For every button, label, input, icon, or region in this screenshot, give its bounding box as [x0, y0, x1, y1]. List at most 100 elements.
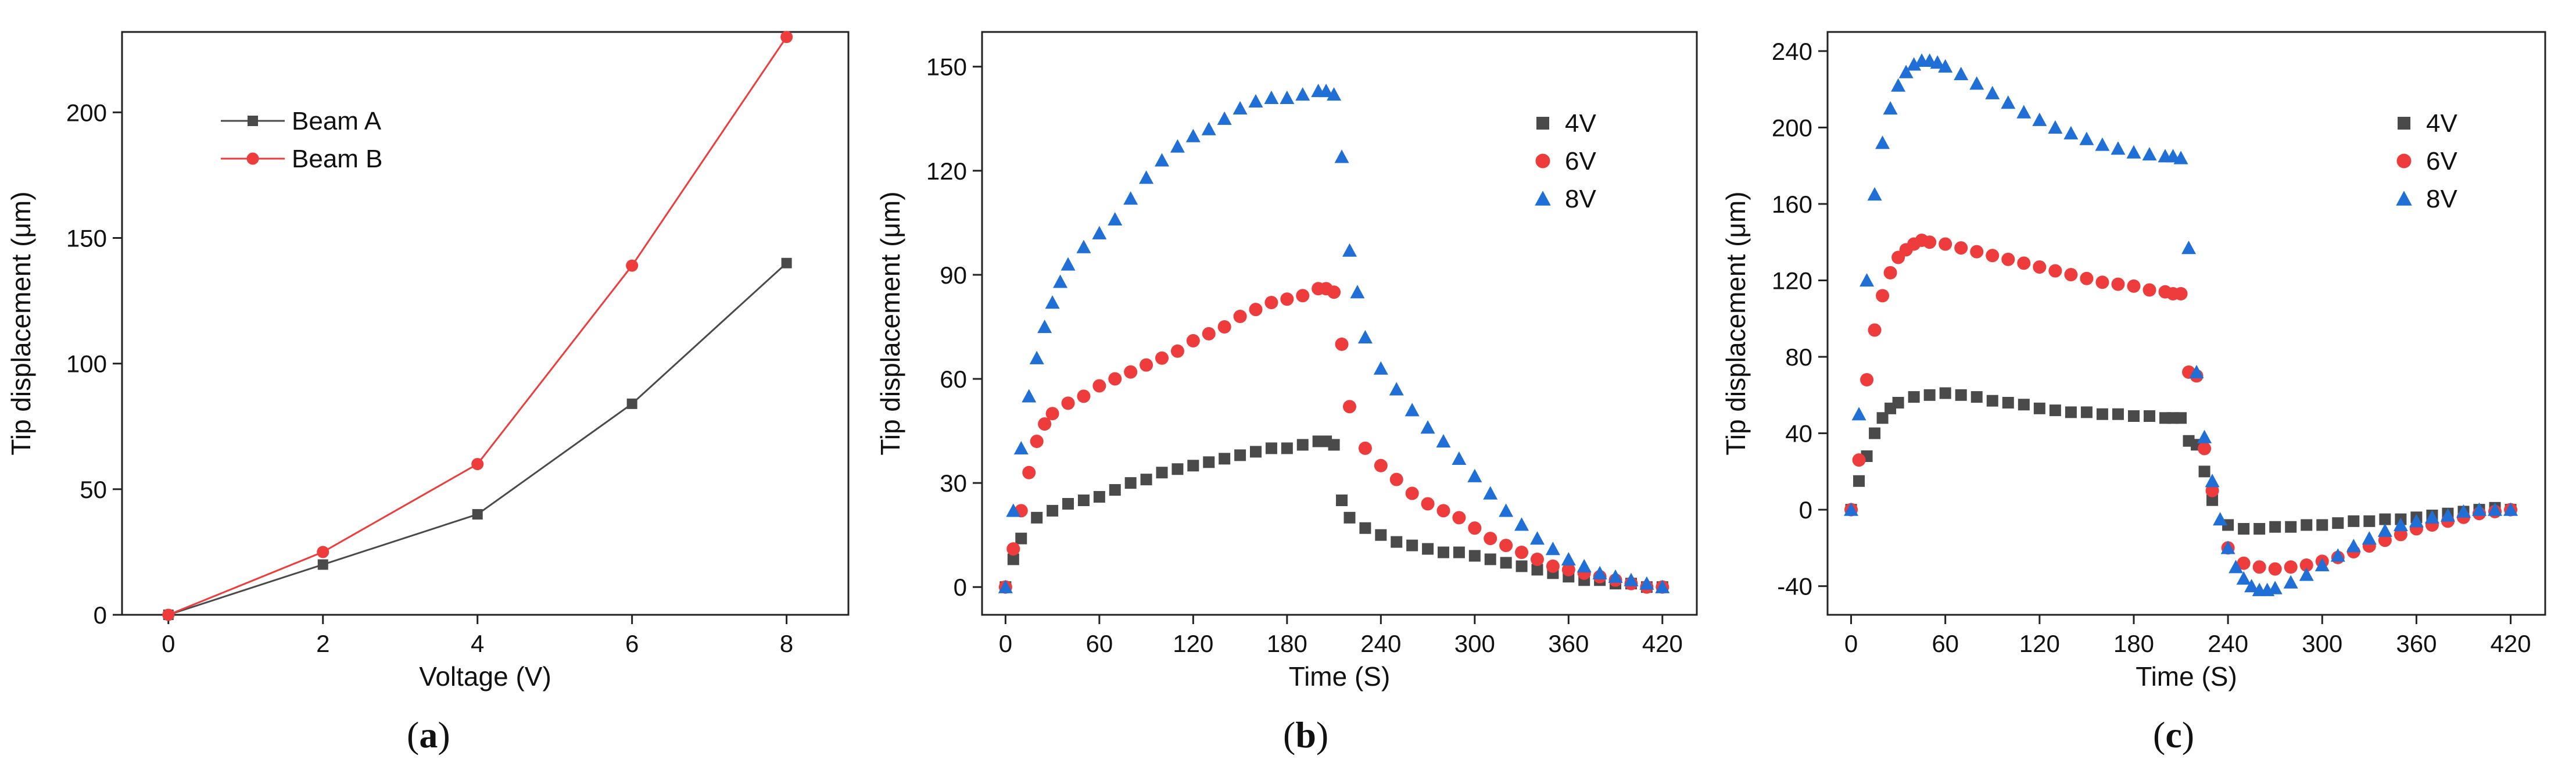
- data-point: [1467, 468, 1482, 482]
- data-point: [1954, 66, 1969, 80]
- y-axis-label: Tip displacement (μm): [1721, 191, 1751, 455]
- legend-marker: [248, 116, 258, 126]
- data-point: [1655, 579, 1670, 593]
- data-point: [1436, 434, 1451, 448]
- data-point: [2284, 560, 2298, 574]
- data-point: [2229, 560, 2244, 574]
- data-point: [2299, 558, 2313, 572]
- data-point: [1092, 379, 1106, 393]
- data-point: [1876, 412, 1889, 424]
- data-point: [1853, 475, 1865, 487]
- data-point: [1201, 121, 1216, 135]
- data-point: [1452, 511, 1466, 525]
- data-point: [1453, 546, 1465, 558]
- data-point: [2213, 512, 2228, 526]
- data-point: [1061, 257, 1076, 271]
- data-point: [2301, 519, 2313, 531]
- data-point: [1037, 319, 1052, 334]
- legend-marker: [1536, 117, 1549, 130]
- data-point: [1342, 400, 1356, 414]
- data-point: [1869, 427, 1881, 439]
- chart-panel-b: 0 60 120 180 240 300 360 420 0 30 60 90 120 150 Time (…: [875, 31, 1698, 692]
- data-point: [2001, 252, 2015, 266]
- y-tick-label: 240: [1772, 38, 1812, 65]
- data-point: [1343, 511, 1356, 524]
- data-point: [2315, 557, 2330, 572]
- panel-label-c: (c): [2153, 714, 2195, 755]
- data-point: [1015, 532, 1027, 544]
- data-point: [1484, 553, 1496, 565]
- data-point: [2018, 399, 2030, 411]
- data-point: [1233, 310, 1247, 324]
- y-tick-label: 0: [94, 601, 107, 629]
- y-tick-label: 30: [940, 470, 967, 497]
- y-tick-label: 120: [926, 157, 967, 185]
- data-point: [1327, 87, 1342, 101]
- data-point: [2456, 504, 2471, 518]
- data-point: [1468, 550, 1481, 562]
- data-point: [1852, 453, 1866, 467]
- y-tick-label: 150: [66, 225, 107, 252]
- data-point: [1985, 85, 2000, 99]
- x-axis-label: Time (S): [2136, 661, 2237, 692]
- data-point: [1860, 373, 1874, 387]
- data-point: [1883, 266, 1897, 280]
- data-point: [162, 608, 175, 621]
- data-point: [2206, 494, 2219, 506]
- series-beam-a: [163, 257, 792, 620]
- data-point: [1092, 225, 1107, 239]
- x-tick-label: 360: [1548, 630, 1589, 657]
- data-point: [1436, 504, 1450, 518]
- data-point: [1860, 273, 1875, 287]
- chart-panel-a: 0 2 4 6 8 0 50 100 150 200 Voltage (V) Tip displace…: [6, 31, 850, 692]
- data-point: [1405, 403, 1420, 417]
- data-point: [2285, 521, 2297, 533]
- data-point: [1335, 337, 1349, 351]
- data-point: [1515, 560, 1528, 572]
- data-point: [1328, 439, 1340, 451]
- data-point: [2048, 264, 2062, 278]
- series-8v: [1844, 53, 2518, 596]
- series-beam-b: [162, 31, 793, 621]
- data-point: [1577, 558, 1592, 573]
- x-axis-label: Time (S): [1289, 661, 1391, 692]
- data-point: [1296, 289, 1310, 303]
- data-point: [2244, 579, 2259, 593]
- data-point: [1930, 55, 1945, 69]
- data-point: [1295, 87, 1310, 101]
- data-point: [2080, 271, 2094, 285]
- data-point: [781, 257, 792, 268]
- data-point: [1545, 542, 1560, 556]
- data-point: [1359, 522, 1371, 534]
- y-tick-label: 0: [954, 574, 967, 601]
- data-point: [1939, 237, 1952, 251]
- data-point: [317, 546, 329, 558]
- legend-label: 4V: [2426, 109, 2457, 138]
- data-point: [1420, 420, 1435, 434]
- data-point: [2002, 396, 2014, 409]
- data-point: [2017, 256, 2031, 270]
- data-point: [2488, 502, 2503, 516]
- data-point: [1187, 460, 1199, 472]
- data-point: [1155, 351, 1169, 365]
- data-point: [2252, 560, 2266, 574]
- data-point: [2253, 523, 2266, 535]
- y-axis-label: Tip displacement (μm): [6, 191, 36, 455]
- legend-marker: [246, 152, 259, 165]
- data-point: [2205, 483, 2219, 497]
- y-axis-label: Tip displacement (μm): [875, 191, 905, 455]
- data-point: [1883, 101, 1898, 115]
- data-point: [1140, 358, 1153, 372]
- data-point: [2126, 145, 2141, 159]
- x-tick-label: 60: [1086, 630, 1113, 657]
- data-point: [1265, 442, 1277, 454]
- data-point: [1970, 245, 1984, 259]
- data-point: [1484, 532, 1497, 546]
- data-point: [1108, 212, 1123, 226]
- data-point: [1970, 391, 1983, 403]
- x-tick-label: 2: [316, 630, 329, 657]
- data-point: [1013, 440, 1029, 455]
- data-point: [1233, 101, 1248, 114]
- data-point: [2063, 126, 2079, 139]
- data-point: [2220, 540, 2235, 554]
